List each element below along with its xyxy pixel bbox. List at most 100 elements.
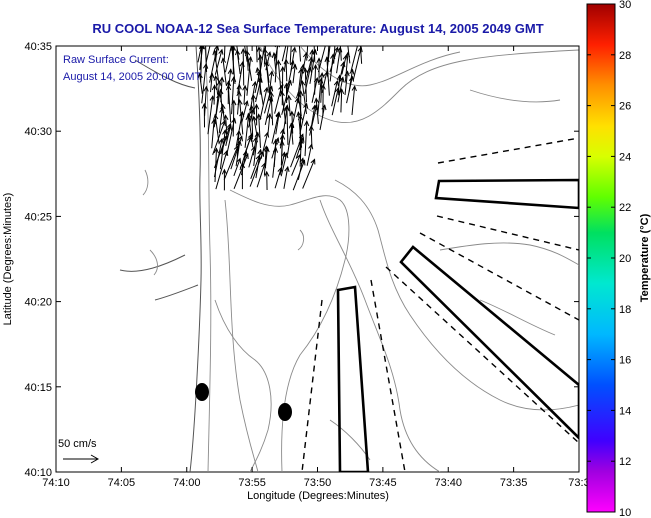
current-vector-head (279, 90, 285, 97)
current-vector-head (250, 93, 257, 100)
current-vector-head (348, 75, 355, 82)
current-vector (331, 87, 339, 116)
current-vector (259, 87, 268, 121)
current-vector (292, 64, 296, 84)
current-vector (297, 158, 304, 180)
current-vector-head (357, 46, 363, 53)
current-vector (274, 46, 278, 83)
current-vector (270, 92, 274, 126)
isobath-contour (439, 242, 579, 266)
y-axis-label: Latitude (Degrees:Minutes) (2, 193, 14, 326)
lane-line-dashed (437, 137, 579, 164)
current-vector (299, 115, 302, 151)
current-vector-head (284, 165, 290, 172)
current-vector-head (246, 135, 252, 142)
current-vector (267, 113, 271, 136)
y-tick-label: 40:15 (24, 382, 52, 394)
current-vector-head (283, 82, 290, 89)
current-vector-head (308, 124, 314, 131)
current-vector-head (239, 60, 245, 67)
colorbar-tick-label: 30 (619, 0, 631, 11)
current-vector-head (223, 114, 229, 121)
colorbar-tick-label: 26 (619, 101, 631, 113)
current-vector-head (248, 132, 253, 140)
current-vector-head (236, 90, 242, 97)
current-vector-head (235, 49, 241, 56)
isobath-contour (142, 169, 305, 276)
current-vector (254, 70, 261, 94)
current-vector-head (236, 129, 242, 136)
current-vector (248, 146, 256, 168)
current-vector-head (320, 83, 326, 90)
current-vector (237, 61, 244, 94)
current-vectors (197, 36, 363, 191)
current-vector-head (339, 76, 345, 83)
current-vector-head (197, 72, 203, 79)
current-vector-head (296, 92, 302, 99)
current-vector-head (213, 113, 219, 120)
current-vector-head (323, 71, 329, 78)
current-vector (243, 85, 246, 104)
current-vector-head (231, 99, 237, 106)
colorbar-tick-label: 18 (619, 304, 631, 316)
current-vector-head (286, 94, 292, 101)
current-vector (302, 159, 316, 189)
current-vector-head (266, 51, 272, 58)
coastline (189, 46, 202, 472)
x-tick-label: 74:00 (173, 477, 201, 489)
current-vector-head (271, 51, 278, 58)
current-vector-head (292, 63, 298, 70)
colorbar-label: Temperature (°C) (639, 213, 651, 302)
current-vector (329, 47, 339, 73)
current-vector-head (268, 70, 275, 77)
current-vector (233, 158, 241, 177)
current-vector-head (308, 56, 314, 63)
current-vector-head (263, 39, 267, 44)
current-vector (298, 46, 302, 62)
current-vector (315, 98, 319, 125)
current-vector (207, 96, 214, 135)
current-vector (256, 46, 258, 63)
current-vector-head (221, 168, 228, 175)
current-vector (253, 132, 259, 167)
current-vector-head (218, 48, 224, 55)
current-vector-head (318, 77, 324, 84)
current-vector-head (199, 46, 205, 50)
current-vector-head (254, 38, 258, 43)
y-axis-ticks: 40:35 40:30 40:25 40:20 40:15 40:10 (24, 41, 579, 479)
isobath-contour (229, 189, 350, 472)
current-vector-head (261, 162, 267, 169)
current-vector-head (333, 36, 337, 41)
current-vector (351, 86, 356, 116)
current-vector-head (286, 79, 293, 86)
current-vector (283, 166, 289, 189)
current-vector (326, 57, 330, 96)
current-vector-head (304, 120, 310, 127)
current-vector-head (289, 110, 295, 117)
isobath-contour (259, 46, 579, 124)
current-vector-head (212, 49, 218, 56)
current-vector-head (263, 60, 270, 67)
current-vector (337, 77, 344, 103)
y-tick-label: 40:20 (24, 297, 52, 309)
current-vector-head (209, 95, 215, 102)
current-vector-head (236, 139, 242, 146)
current-vector-head (247, 55, 253, 62)
current-vector-head (220, 119, 226, 126)
current-vector-head (294, 96, 300, 103)
colorbar-tick-label: 22 (619, 202, 631, 214)
current-vector-head (289, 59, 295, 67)
current-vector-head (219, 107, 225, 114)
current-vector-head (359, 46, 361, 47)
current-vector (247, 113, 254, 148)
colorbar-tick-label: 10 (619, 507, 631, 518)
current-vector (201, 63, 207, 104)
current-vector-head (316, 57, 322, 64)
current-vector-head (203, 38, 207, 43)
current-vector-head (216, 92, 222, 99)
current-vector-head (289, 121, 295, 128)
current-vector-head (336, 74, 342, 81)
current-vector-head (255, 66, 261, 74)
station-marker (278, 403, 292, 421)
